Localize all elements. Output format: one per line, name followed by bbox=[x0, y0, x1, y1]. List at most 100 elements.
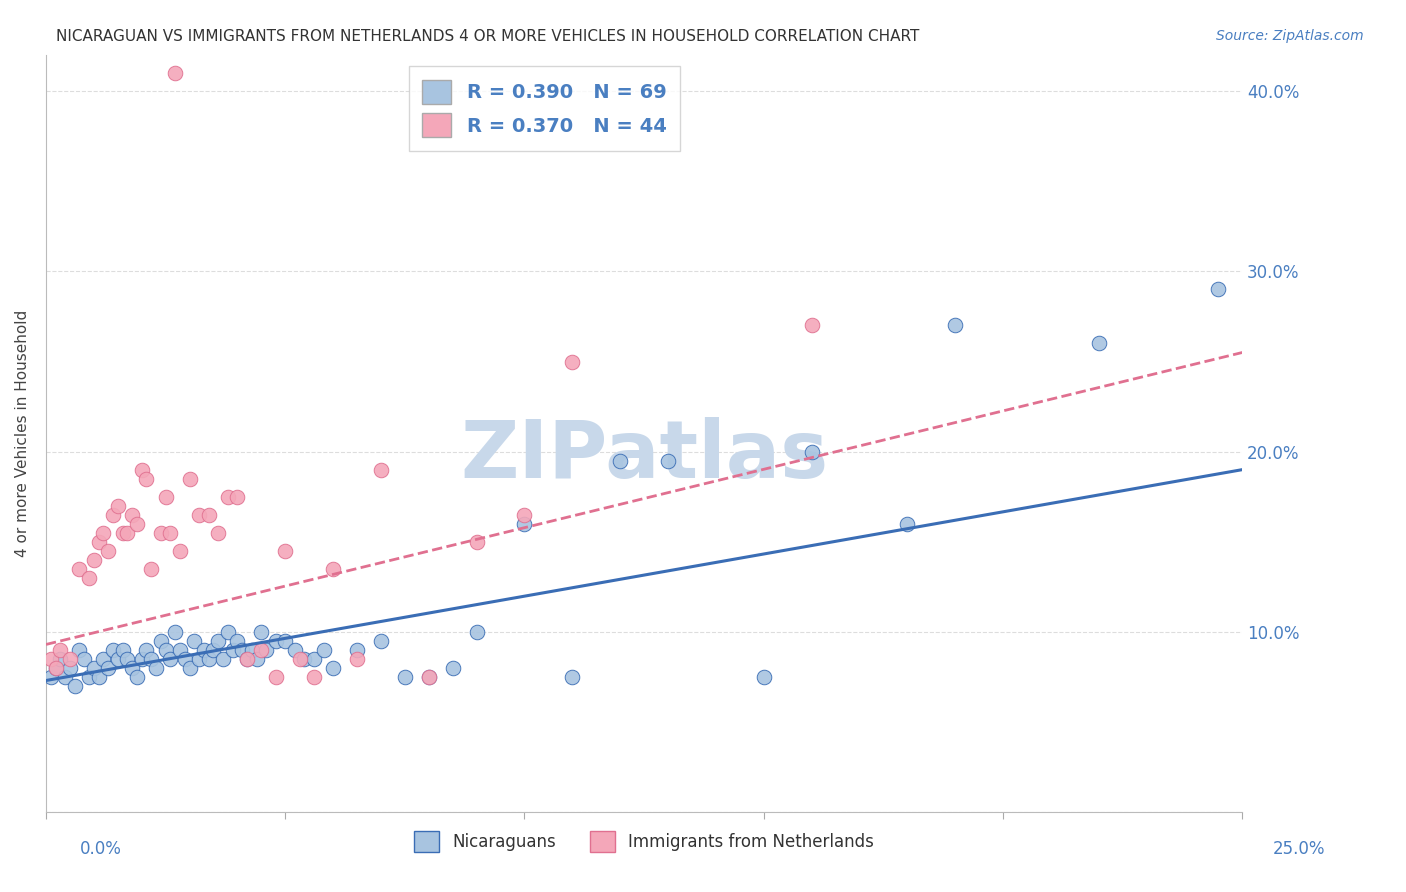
Point bbox=[465, 534, 488, 549]
Point bbox=[896, 516, 918, 531]
Point bbox=[217, 490, 239, 504]
Point bbox=[193, 643, 215, 657]
Point bbox=[264, 633, 287, 648]
Point bbox=[322, 562, 344, 576]
Point bbox=[370, 633, 392, 648]
Point bbox=[101, 643, 124, 657]
Point bbox=[561, 354, 583, 368]
Point bbox=[513, 508, 536, 522]
Point bbox=[69, 643, 91, 657]
Point bbox=[101, 508, 124, 522]
Point bbox=[322, 661, 344, 675]
Point bbox=[125, 516, 148, 531]
Point bbox=[165, 66, 187, 80]
Point bbox=[245, 652, 267, 666]
Point bbox=[159, 525, 181, 540]
Point bbox=[87, 534, 110, 549]
Point bbox=[226, 490, 249, 504]
Point bbox=[173, 652, 195, 666]
Point bbox=[121, 508, 143, 522]
Point bbox=[107, 499, 129, 513]
Point bbox=[346, 652, 368, 666]
Point bbox=[217, 624, 239, 639]
Point bbox=[131, 652, 153, 666]
Text: NICARAGUAN VS IMMIGRANTS FROM NETHERLANDS 4 OR MORE VEHICLES IN HOUSEHOLD CORREL: NICARAGUAN VS IMMIGRANTS FROM NETHERLAND… bbox=[56, 29, 920, 45]
Point bbox=[236, 652, 259, 666]
Point bbox=[274, 633, 297, 648]
Point bbox=[59, 661, 82, 675]
Point bbox=[394, 670, 416, 684]
Point bbox=[69, 562, 91, 576]
Point bbox=[418, 670, 440, 684]
Point bbox=[197, 508, 219, 522]
Point bbox=[609, 453, 631, 467]
Point bbox=[418, 670, 440, 684]
Point bbox=[264, 670, 287, 684]
Point bbox=[231, 643, 253, 657]
Point bbox=[107, 652, 129, 666]
Point bbox=[183, 633, 205, 648]
Point bbox=[188, 508, 211, 522]
Point bbox=[155, 643, 177, 657]
Point bbox=[800, 444, 823, 458]
Legend: R = 0.390   N = 69, R = 0.370   N = 44: R = 0.390 N = 69, R = 0.370 N = 44 bbox=[409, 66, 681, 151]
Point bbox=[145, 661, 167, 675]
Point bbox=[53, 670, 76, 684]
Point bbox=[561, 670, 583, 684]
Point bbox=[141, 652, 163, 666]
Point bbox=[250, 624, 273, 639]
Point bbox=[202, 643, 225, 657]
Point bbox=[169, 543, 191, 558]
Text: 25.0%: 25.0% bbox=[1272, 840, 1326, 858]
Point bbox=[250, 643, 273, 657]
Point bbox=[111, 643, 134, 657]
Point bbox=[800, 318, 823, 333]
Point bbox=[77, 670, 100, 684]
Point bbox=[441, 661, 464, 675]
Point bbox=[179, 661, 201, 675]
Point bbox=[513, 516, 536, 531]
Point bbox=[39, 652, 62, 666]
Point bbox=[97, 661, 120, 675]
Point bbox=[236, 652, 259, 666]
Point bbox=[226, 633, 249, 648]
Point bbox=[752, 670, 775, 684]
Point bbox=[1208, 282, 1230, 296]
Point bbox=[207, 525, 229, 540]
Y-axis label: 4 or more Vehicles in Household: 4 or more Vehicles in Household bbox=[15, 310, 30, 558]
Point bbox=[149, 633, 172, 648]
Point bbox=[312, 643, 335, 657]
Point bbox=[125, 670, 148, 684]
Point bbox=[292, 652, 315, 666]
Point bbox=[943, 318, 966, 333]
Point bbox=[149, 525, 172, 540]
Point bbox=[165, 624, 187, 639]
Point bbox=[135, 643, 157, 657]
Point bbox=[77, 571, 100, 585]
Point bbox=[207, 633, 229, 648]
Point bbox=[254, 643, 277, 657]
Point bbox=[141, 562, 163, 576]
Point bbox=[73, 652, 96, 666]
Point bbox=[93, 525, 115, 540]
Point bbox=[288, 652, 311, 666]
Point bbox=[240, 643, 263, 657]
Point bbox=[302, 670, 325, 684]
Text: ZIPatlas: ZIPatlas bbox=[460, 417, 828, 495]
Point bbox=[39, 670, 62, 684]
Point bbox=[111, 525, 134, 540]
Point bbox=[155, 490, 177, 504]
Point bbox=[49, 643, 72, 657]
Point bbox=[169, 643, 191, 657]
Point bbox=[284, 643, 307, 657]
Point bbox=[45, 661, 67, 675]
Point bbox=[135, 472, 157, 486]
Point bbox=[117, 525, 139, 540]
Point bbox=[346, 643, 368, 657]
Text: 0.0%: 0.0% bbox=[80, 840, 122, 858]
Point bbox=[1087, 336, 1109, 351]
Point bbox=[657, 453, 679, 467]
Point bbox=[63, 679, 86, 693]
Text: Source: ZipAtlas.com: Source: ZipAtlas.com bbox=[1216, 29, 1364, 44]
Point bbox=[179, 472, 201, 486]
